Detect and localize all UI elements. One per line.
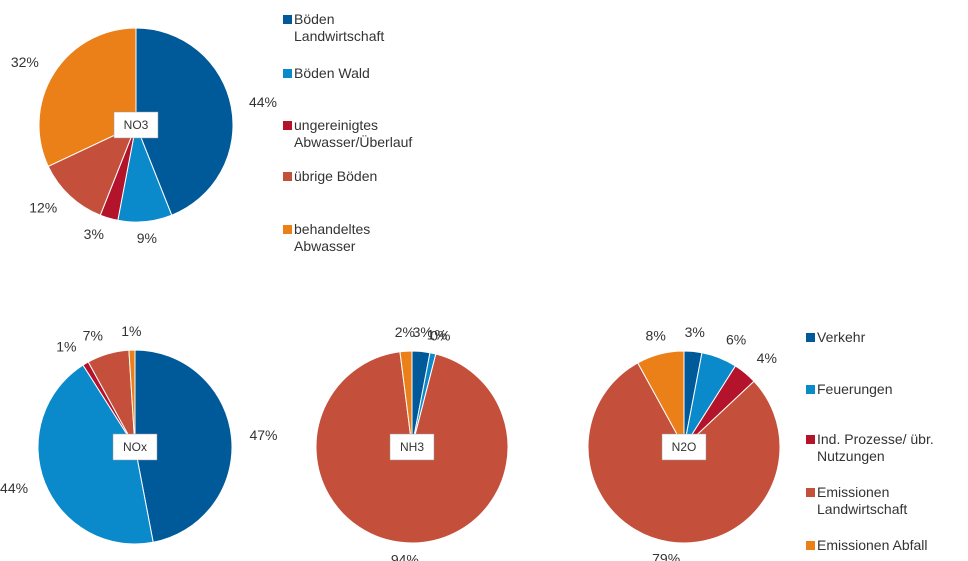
value-label: 1% (427, 326, 447, 342)
legend-item: übrige Böden (283, 168, 394, 185)
value-label: 94% (391, 551, 419, 561)
legend-label: behandeltes Abwasser (294, 221, 371, 254)
value-label: 4% (757, 350, 777, 366)
value-label: 7% (83, 327, 103, 343)
pie-slice: übrige Böden (47, 124, 137, 216)
legend-item: Verkehr (806, 329, 957, 346)
legend-swatch (806, 435, 815, 444)
value-label: 2% (395, 324, 415, 340)
legend-swatch (283, 121, 292, 130)
legend-swatch (806, 385, 815, 394)
legend-label: Böden Wald (294, 65, 370, 81)
center-label: N2O (672, 440, 697, 454)
legend-label: Böden Landwirtschaft (294, 11, 385, 44)
legend-label: Verkehr (817, 329, 866, 345)
legend-label: Feuerungen (817, 381, 893, 397)
value-label: 3% (685, 324, 705, 340)
legend-item: Ind. Prozesse/ übr. Nutzungen (806, 431, 945, 465)
value-label: 8% (646, 327, 666, 343)
value-label: 79% (652, 550, 680, 561)
pie-slice: Feuerungen (37, 364, 154, 545)
value-label: 44% (249, 94, 277, 110)
legend-swatch (283, 69, 292, 78)
value-label: 1% (56, 339, 76, 355)
pie-slice: Böden Landwirtschaft (135, 27, 234, 216)
legend-label: übrige Böden (294, 168, 378, 184)
legend-item: Feuerungen (806, 381, 957, 398)
legend-swatch (806, 488, 815, 497)
legend-item: ungereinigtes Abwasser/Überlauf (283, 117, 429, 151)
value-label: 9% (137, 230, 157, 246)
center-label-box (112, 433, 158, 461)
center-label-box (661, 433, 707, 461)
pie-slice: Emissionen Abfall (128, 349, 136, 448)
center-label-box (113, 111, 159, 139)
value-label: 32% (11, 54, 39, 70)
center-label-box (389, 433, 435, 461)
value-label: 3% (84, 226, 104, 242)
value-label: 47% (249, 427, 277, 443)
value-label: 44% (0, 480, 28, 496)
legend-label: Emissionen Abfall (817, 537, 928, 553)
value-label: 1% (121, 323, 141, 339)
center-label: NOx (123, 440, 147, 454)
value-label: 3% (413, 324, 433, 340)
legend-item: Böden Landwirtschaft (283, 11, 394, 45)
legend-item: Böden Wald (283, 65, 394, 82)
legend-item: Emissionen Abfall (806, 537, 957, 554)
legend-label: Ind. Prozesse/ übr. Nutzungen (817, 431, 934, 464)
legend-swatch (283, 225, 292, 234)
pie-slice: behandeltes Abwasser (38, 27, 137, 167)
legend-swatch (283, 172, 292, 181)
center-label: NO3 (124, 118, 149, 132)
value-label: 12% (29, 200, 57, 216)
value-label: 6% (726, 332, 746, 348)
legend-swatch (806, 333, 815, 342)
value-label: 0% (430, 327, 450, 343)
pie-slice: Emissionen Abfall (637, 350, 685, 448)
legend-label: Emissionen Landwirtschaft (817, 484, 908, 517)
legend-item: Emissionen Landwirtschaft (806, 484, 922, 518)
legend-label: ungereinigtes Abwasser/Überlauf (294, 117, 413, 150)
center-label: NH3 (400, 440, 424, 454)
legend-swatch (283, 15, 292, 24)
pie-slice: Emissionen Abfall (399, 350, 413, 448)
legend-swatch (806, 541, 815, 550)
legend-item: behandeltes Abwasser (283, 221, 389, 255)
pie-slice: Verkehr (134, 349, 233, 543)
